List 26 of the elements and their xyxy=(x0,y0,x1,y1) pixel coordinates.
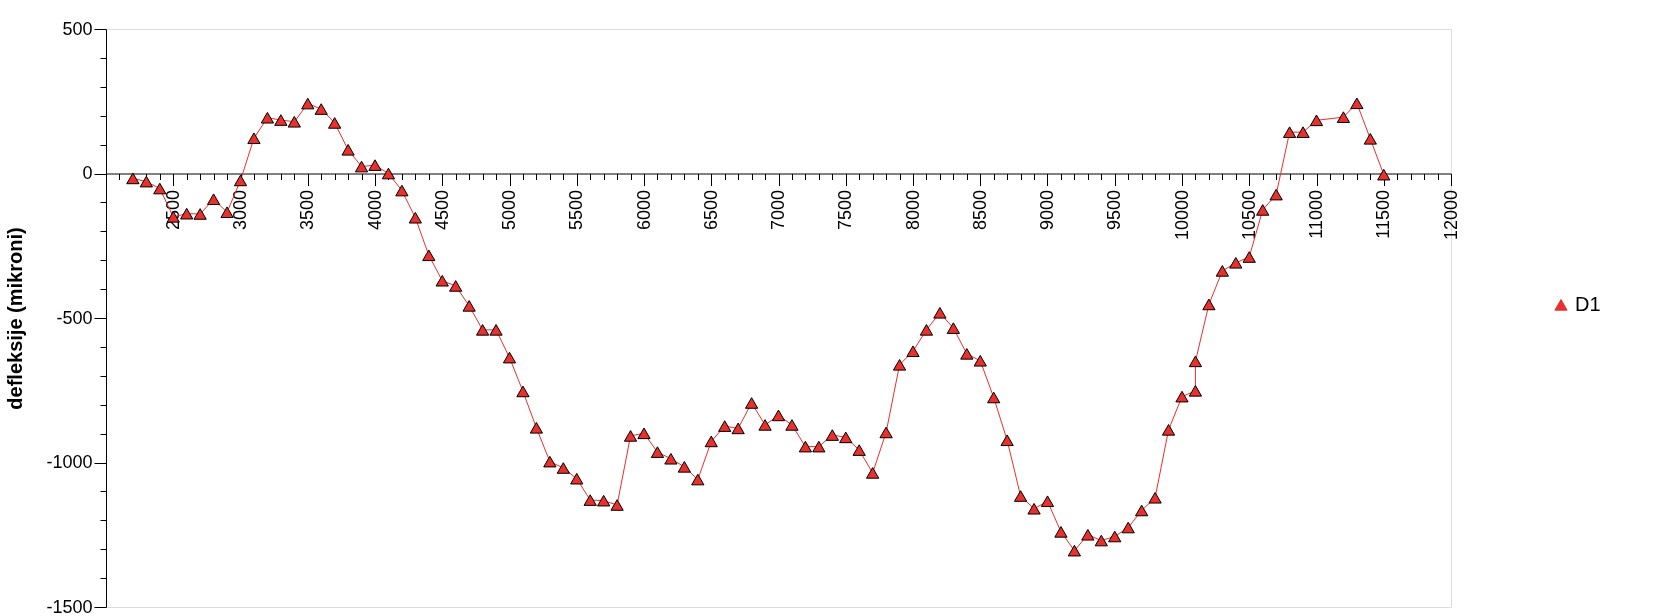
x-tick-label: 11000 xyxy=(1306,190,1326,239)
x-tick-label: 6000 xyxy=(633,190,654,231)
x-tick-label: 6500 xyxy=(700,190,721,231)
x-tick-label: 8500 xyxy=(969,190,990,231)
x-tick-label: 9500 xyxy=(1104,190,1125,231)
x-tick-label: 9000 xyxy=(1037,190,1057,231)
x-tick-label: 7500 xyxy=(835,190,856,231)
x-tick-label: 10000 xyxy=(1171,190,1192,241)
y-axis-title: defleksije (mikroni) xyxy=(4,227,27,410)
y-tick-label: 500 xyxy=(62,18,93,39)
y-tick-label: -500 xyxy=(56,307,93,328)
y-tick-label: 0 xyxy=(82,163,93,183)
x-tick-label: 3500 xyxy=(297,190,318,231)
x-tick-label: 12000 xyxy=(1440,190,1461,241)
x-tick-label: 3000 xyxy=(230,190,250,231)
x-tick-label: 11500 xyxy=(1373,190,1394,239)
x-tick-label: 10500 xyxy=(1238,190,1259,241)
legend-label: D1 xyxy=(1575,292,1601,315)
x-tick-label: 4000 xyxy=(364,190,385,231)
y-tick-label: -1000 xyxy=(46,452,93,472)
x-tick-label: 7000 xyxy=(768,190,788,231)
x-tick-label: 4500 xyxy=(431,190,452,231)
x-tick-label: 5500 xyxy=(566,190,587,231)
x-tick-label: 5000 xyxy=(499,190,519,231)
y-tick-label: -1500 xyxy=(46,596,93,616)
x-tick-label: 8000 xyxy=(902,190,923,231)
